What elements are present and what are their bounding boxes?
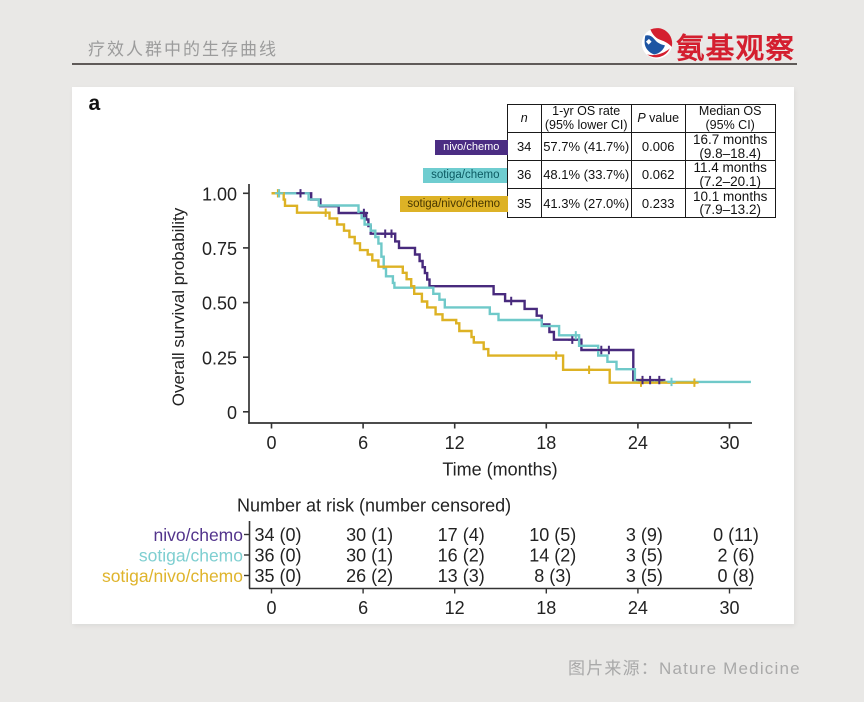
svg-text:36 (0): 36 (0) — [254, 545, 301, 565]
svg-text:1.00: 1.00 — [202, 184, 237, 204]
svg-text:35 (0): 35 (0) — [254, 566, 301, 586]
svg-text:3 (9): 3 (9) — [626, 525, 663, 545]
svg-text:Overall survival probability: Overall survival probability — [169, 207, 188, 406]
svg-text:0: 0 — [266, 598, 276, 618]
svg-text:nivo/chemo: nivo/chemo — [154, 525, 244, 545]
svg-text:12: 12 — [445, 433, 465, 453]
svg-text:sotiga/nivo/chemo: sotiga/nivo/chemo — [102, 566, 243, 586]
svg-text:2 (6): 2 (6) — [717, 545, 754, 565]
svg-text:3 (5): 3 (5) — [626, 545, 663, 565]
svg-text:0: 0 — [227, 403, 237, 423]
svg-text:14 (2): 14 (2) — [529, 545, 576, 565]
svg-text:3 (5): 3 (5) — [626, 566, 663, 586]
svg-text:17 (4): 17 (4) — [438, 525, 485, 545]
svg-text:sotiga/chemo: sotiga/chemo — [139, 545, 243, 565]
svg-text:30 (1): 30 (1) — [346, 545, 393, 565]
svg-text:0 (8): 0 (8) — [717, 566, 754, 586]
svg-text:0 (11): 0 (11) — [713, 525, 759, 545]
svg-text:16 (2): 16 (2) — [438, 545, 485, 565]
svg-text:6: 6 — [358, 433, 368, 453]
svg-text:24: 24 — [628, 598, 648, 618]
svg-text:30: 30 — [719, 598, 739, 618]
svg-text:24: 24 — [628, 433, 648, 453]
svg-text:18: 18 — [536, 433, 556, 453]
svg-text:13 (3): 13 (3) — [438, 566, 485, 586]
svg-text:12: 12 — [445, 598, 465, 618]
svg-text:0.25: 0.25 — [202, 348, 237, 368]
svg-text:30 (1): 30 (1) — [346, 525, 393, 545]
svg-text:Number at risk (number censore: Number at risk (number censored) — [237, 496, 511, 516]
svg-text:18: 18 — [536, 598, 556, 618]
svg-text:30: 30 — [719, 433, 739, 453]
svg-text:0.75: 0.75 — [202, 239, 237, 259]
svg-text:10 (5): 10 (5) — [529, 525, 576, 545]
svg-text:34 (0): 34 (0) — [254, 525, 301, 545]
svg-text:Time (months): Time (months) — [442, 460, 557, 480]
svg-text:0.50: 0.50 — [202, 294, 237, 314]
svg-text:0: 0 — [266, 433, 276, 453]
svg-text:8 (3): 8 (3) — [534, 566, 571, 586]
svg-text:26 (2): 26 (2) — [346, 566, 393, 586]
svg-text:6: 6 — [358, 598, 368, 618]
